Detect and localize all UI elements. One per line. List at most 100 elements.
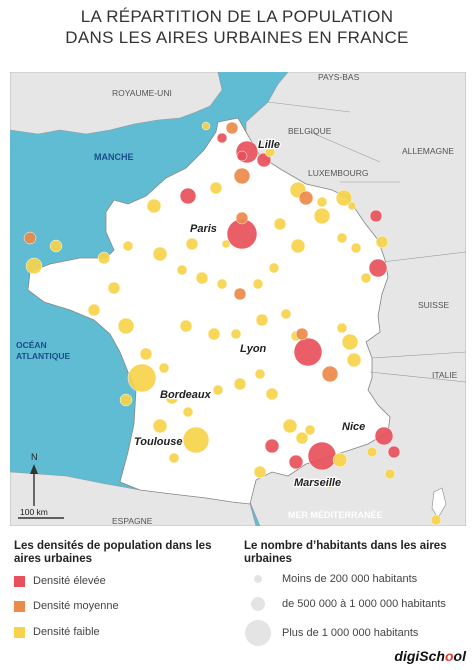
city-bubble — [298, 190, 314, 206]
legend-label-small: Moins de 200 000 habitants — [282, 573, 418, 585]
city-bubble — [185, 237, 199, 251]
city-bubble — [307, 441, 337, 471]
legend-label-high: Densité élevée — [33, 575, 106, 587]
brand-end: ol — [453, 648, 466, 664]
city-bubble — [179, 187, 197, 205]
city-label-lyon: Lyon — [240, 343, 267, 355]
france-landmass — [27, 117, 391, 505]
north-arrow: N — [30, 452, 38, 506]
city-bubble — [265, 387, 279, 401]
city-bubble — [221, 239, 231, 249]
island — [431, 487, 447, 519]
city-label-nice: Nice — [342, 421, 365, 433]
city-bubble — [347, 201, 357, 211]
title-line-2: DANS LES AIRES URBAINES EN FRANCE — [65, 28, 409, 47]
city-bubble — [216, 132, 228, 144]
legend-item-high: Densité élevée — [14, 575, 106, 587]
city-bubble — [335, 189, 353, 207]
title-line-1: LA RÉPARTITION DE LA POPULATION — [80, 7, 394, 26]
city-bubble — [288, 454, 304, 470]
label-suisse: SUISSE — [418, 300, 450, 310]
city-bubble — [119, 393, 133, 407]
city-bubble — [374, 426, 394, 446]
city-bubble — [23, 231, 37, 245]
city-bubble — [209, 181, 223, 195]
city-bubble — [117, 317, 135, 335]
city-bubble — [201, 121, 211, 131]
city-bubble — [384, 468, 396, 480]
label-royaume-uni: ROYAUME-UNI — [112, 88, 172, 98]
city-bubble — [264, 438, 280, 454]
city-bubble — [97, 251, 111, 265]
city-bubble — [212, 384, 224, 396]
size-circle-small — [254, 575, 262, 583]
size-legend-title: Le nombre d’habitants dans les aires urb… — [244, 540, 447, 565]
city-bubble — [107, 281, 121, 295]
city-bubble — [387, 445, 401, 459]
legend-item-medium: Densité moyenne — [14, 600, 119, 612]
size-circle-medium — [251, 597, 265, 611]
city-bubble — [264, 146, 276, 158]
size-circle-large — [245, 620, 271, 646]
city-bubble — [179, 319, 193, 333]
city-bubble — [366, 446, 378, 458]
city-bubble — [236, 150, 248, 162]
city-bubble — [165, 391, 179, 405]
country-borders — [267, 101, 466, 383]
label-luxembourg: LUXEMBOURG — [308, 168, 368, 178]
city-bubble — [341, 333, 359, 351]
city-bubble — [216, 278, 228, 290]
city-bubble — [336, 232, 348, 244]
legend-item-large: Plus de 1 000 000 habitants — [244, 620, 418, 646]
city-label-lille: Lille — [258, 139, 280, 151]
city-bubble — [233, 167, 251, 185]
city-bubble — [233, 287, 247, 301]
city-bubble — [346, 352, 362, 368]
legend-item-small: Moins de 200 000 habitants — [244, 573, 417, 585]
city-bubble — [127, 363, 157, 393]
label-ocean-2: ATLANTIQUE — [16, 351, 70, 361]
city-bubble — [49, 239, 63, 253]
city-bubble — [295, 431, 309, 445]
city-bubble — [122, 240, 134, 252]
city-label-marseille: Marseille — [294, 477, 341, 489]
legend-item-low: Densité faible — [14, 626, 100, 638]
density-legend: Les densités de population dans les aire… — [14, 540, 224, 670]
city-bubble — [368, 258, 388, 278]
label-mediterranee: MER MÉDITERRANÉE — [288, 510, 383, 520]
size-legend: Le nombre d’habitants dans les aires urb… — [244, 540, 469, 670]
city-bubble — [158, 362, 170, 374]
city-bubble — [293, 337, 323, 367]
label-belgique: BELGIQUE — [288, 126, 332, 136]
city-bubble — [146, 198, 162, 214]
city-bubble — [225, 121, 239, 135]
city-label-bordeaux: Bordeaux — [160, 389, 212, 401]
city-bubble — [87, 303, 101, 317]
scale-label: 100 km — [20, 507, 48, 517]
legend-label-medium: Densité moyenne — [33, 600, 119, 612]
city-bubble — [282, 418, 298, 434]
city-bubble — [207, 327, 221, 341]
brand-accent: o — [444, 648, 454, 664]
city-bubble — [324, 478, 336, 490]
city-bubble — [230, 328, 242, 340]
city-bubble — [304, 424, 316, 436]
label-manche: MANCHE — [94, 152, 134, 162]
city-bubble — [273, 217, 287, 231]
city-bubble — [313, 207, 331, 225]
city-bubble — [182, 426, 210, 454]
city-bubble — [375, 235, 389, 249]
city-bubble — [152, 246, 168, 262]
brand-main: digiSch — [394, 648, 445, 664]
city-bubble — [252, 278, 264, 290]
city-bubble — [195, 271, 209, 285]
city-bubble — [168, 452, 180, 464]
city-bubble — [280, 308, 292, 320]
city-bubble — [152, 418, 168, 434]
legend-label-large: Plus de 1 000 000 habitants — [282, 627, 419, 639]
legend-label-medium-size: de 500 000 à 1 000 000 habitants — [282, 598, 446, 610]
city-bubble — [235, 211, 249, 225]
city-bubble — [369, 209, 383, 223]
city-label-paris: Paris — [190, 223, 217, 235]
label-espagne: ESPAGNE — [112, 516, 153, 526]
